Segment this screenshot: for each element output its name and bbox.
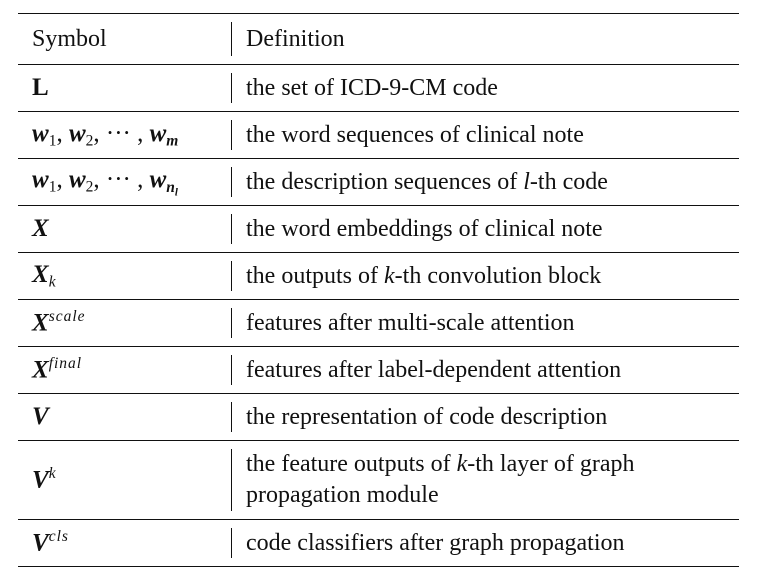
symbol-cell: Xfinal [18, 355, 231, 385]
column-divider [231, 402, 232, 432]
definition-cell: the description sequences of l-th code [232, 167, 739, 198]
symbol-main: V [32, 403, 49, 430]
table-row: w1, w2, ··· , wm the word sequences of c… [18, 112, 739, 158]
symbol-ellipsis: , ··· , [93, 119, 150, 147]
definition-text: the feature outputs of [246, 451, 457, 477]
symbol-main: X [32, 260, 49, 288]
table-row: Xscale features after multi-scale attent… [18, 300, 739, 346]
symbol-main: w [32, 119, 49, 147]
definition-text: -th layer of graph [467, 451, 635, 477]
definition-cell: the word sequences of clinical note [246, 121, 584, 148]
definition-cell: the set of ICD-9-CM code [246, 74, 498, 101]
column-divider [231, 261, 232, 291]
table-row: Vk the feature outputs of k-th layer of … [18, 441, 739, 519]
definition-cell: features after multi-scale attention [246, 309, 575, 336]
symbol-main: X [32, 309, 49, 337]
symbol-cell: X [18, 215, 231, 243]
definition-text: the outputs of [246, 262, 384, 289]
symbol-subscript: 2 [85, 178, 94, 196]
symbol-superscript: k [48, 465, 57, 483]
column-divider [231, 355, 232, 385]
table-row: Xfinal features after label-dependent at… [18, 347, 739, 393]
symbol-main: V [32, 529, 49, 557]
symbol-cell: w1, w2, ··· , wnl [18, 166, 231, 198]
symbol-cell: Vcls [18, 528, 231, 558]
table-row: X the word embeddings of clinical note [18, 206, 739, 252]
symbol-cell: w1, w2, ··· , wm [18, 120, 231, 150]
row-rule [18, 440, 739, 441]
notation-table: Symbol Definition L the set of ICD-9-CM … [18, 13, 739, 567]
row-rule [18, 158, 739, 159]
symbol-cell: Xk [18, 261, 231, 291]
symbol-separator: , [56, 166, 69, 194]
row-rule [18, 252, 739, 253]
definition-text: -th convolution block [394, 262, 602, 289]
table-row: w1, w2, ··· , wnl the description sequen… [18, 159, 739, 205]
symbol-main: X [32, 215, 49, 242]
subscript-main: n [166, 178, 175, 196]
symbol-cell: Xscale [18, 308, 231, 338]
row-rule [18, 299, 739, 300]
definition-text: the description sequences of [246, 168, 524, 195]
symbol-subscript: m [166, 132, 179, 150]
column-divider [231, 73, 232, 103]
row-rule [18, 393, 739, 394]
symbol-main: w [68, 166, 86, 194]
table-header-row: Symbol Definition [18, 14, 739, 64]
symbol-main: w [68, 119, 86, 147]
symbol-subscript: 1 [48, 178, 57, 196]
definition-column-header: Definition [246, 25, 345, 52]
row-rule [18, 519, 739, 520]
symbol-column-header: Symbol [32, 25, 107, 52]
definition-italic: k [456, 451, 468, 477]
column-divider [231, 528, 232, 558]
definition-line: propagation module [246, 482, 439, 508]
symbol-ellipsis: , ··· , [93, 166, 150, 194]
subscript-nested: l [174, 185, 178, 198]
definition-italic: l [523, 168, 530, 195]
symbol-superscript: scale [48, 308, 86, 326]
symbol-subscript: 1 [48, 132, 57, 150]
symbol-cell: V [18, 403, 231, 431]
symbol-main: V [32, 466, 49, 494]
symbol-main: L [32, 74, 49, 101]
symbol-cell: Vk [18, 465, 231, 495]
symbol-main: X [32, 356, 49, 384]
symbol-separator: , [56, 119, 69, 147]
column-divider [231, 308, 232, 338]
table-row: L the set of ICD-9-CM code [18, 65, 739, 111]
definition-text: -th code [529, 168, 608, 195]
definition-italic: k [384, 262, 395, 289]
symbol-superscript: cls [48, 528, 69, 546]
column-divider [231, 22, 232, 56]
column-divider [231, 167, 232, 197]
definition-cell: the representation of code description [246, 403, 608, 430]
definition-line: the feature outputs of k-th layer of gra… [246, 449, 739, 480]
symbol-subscript: k [48, 273, 56, 291]
column-divider [231, 449, 232, 511]
symbol-subscript: nl [166, 178, 178, 198]
bottom-rule [18, 566, 739, 567]
definition-cell: the feature outputs of k-th layer of gra… [232, 449, 739, 511]
table-row: V the representation of code description [18, 394, 739, 440]
row-rule [18, 205, 739, 206]
row-rule [18, 111, 739, 112]
table-row: Xk the outputs of k-th convolution block [18, 253, 739, 299]
definition-cell: the outputs of k-th convolution block [232, 261, 739, 292]
top-rule [18, 13, 739, 14]
symbol-main: w [149, 119, 167, 147]
table-row: Vcls code classifiers after graph propag… [18, 520, 739, 566]
column-divider [231, 120, 232, 150]
symbol-superscript: final [48, 355, 83, 373]
symbol-cell: L [18, 74, 231, 102]
row-rule [18, 346, 739, 347]
definition-cell: the word embeddings of clinical note [246, 215, 603, 242]
symbol-main: w [32, 166, 49, 194]
column-divider [231, 214, 232, 244]
definition-cell: code classifiers after graph propagation [246, 529, 625, 556]
symbol-main: w [149, 166, 167, 194]
symbol-subscript: 2 [85, 132, 94, 150]
definition-cell: features after label-dependent attention [246, 356, 622, 383]
header-rule [18, 64, 739, 65]
